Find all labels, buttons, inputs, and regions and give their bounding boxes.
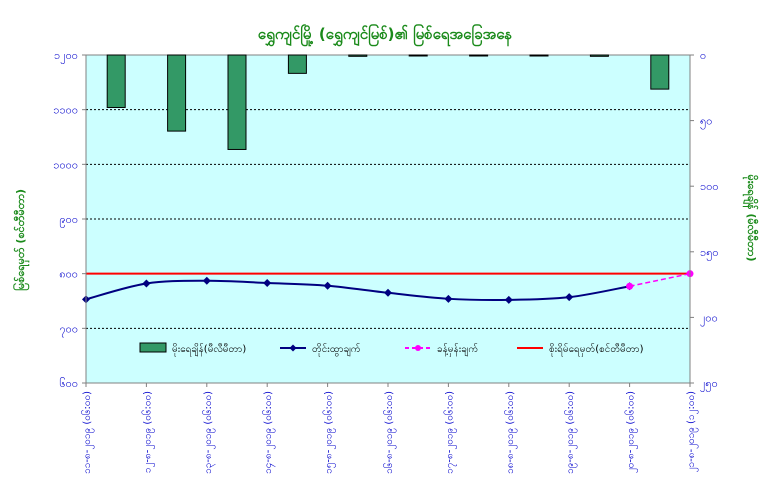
rain-bar-3 — [287, 54, 307, 74]
rain-bar-6 — [469, 54, 489, 57]
x-tick-label-6: ၁၇-၈-၂၀၁၉ (၀၆:၀၀) — [442, 391, 457, 474]
observed-point-2 — [202, 276, 211, 285]
right-tick-label-1: ၅၀ — [700, 115, 712, 130]
observed-point-8 — [565, 293, 574, 302]
observed-point-4 — [323, 281, 332, 290]
legend-label-rain: မိုးရေချိန်(မီလီမီတာ) — [172, 342, 246, 357]
observed-point-7 — [504, 295, 513, 304]
observed-line — [85, 279, 630, 302]
right-tick-label-4: ၂၀၀ — [700, 311, 718, 326]
rain-bar-1 — [167, 54, 187, 132]
rain-bar-5 — [408, 54, 428, 57]
left-tick-label-2: ၈၀၀ — [59, 268, 78, 281]
x-tick-label-10: ၂၁-၈-၂၀၁၉ (၁၂:၀၀) — [686, 391, 699, 472]
left-tick-label-1: ၇၀၀ — [59, 322, 78, 337]
x-tick-label-4: ၁၅-၈-၂၀၁၉ (၀၆:၀၀) — [322, 391, 337, 474]
x-tick-label-7: ၁၈-၈-၂၀၁၉ (၀၆:၀၀) — [503, 391, 518, 474]
forecast-line — [629, 272, 691, 287]
line-series — [82, 270, 694, 304]
rain-bar-9 — [650, 54, 670, 90]
right-tick-label-3: ၁၅၀ — [700, 246, 719, 261]
x-tick-label-8: ၁၉-၈-၂၀၁၉ (၀၆:၀၀) — [563, 391, 578, 474]
legend-swatch-rain — [139, 342, 167, 353]
x-tick-label-9: ၂၀-၈-၂၀၁၉ (၀၆:၀၀) — [624, 391, 639, 473]
y-axis-left-label: မြစ်ရေမှတ် (စင်တီမီတာ) — [12, 189, 30, 291]
legend-label-observed: တိုင်းထွာချက် — [312, 342, 361, 357]
left-tick-label-5: ၁၁၀၀ — [53, 104, 78, 117]
left-tick-label-0: ၆၀၀ — [59, 377, 78, 390]
forecast-point-9 — [626, 282, 634, 290]
legend-label-danger: စိုးရိမ်ရေမှတ်(စင်တီမီတာ) — [549, 342, 644, 357]
left-tick-label-3: ၉၀၀ — [59, 213, 78, 228]
right-tick-label-2: ၁၀၀ — [700, 180, 719, 193]
legend-marker-forecast — [415, 345, 421, 351]
observed-point-1 — [142, 279, 151, 288]
x-tick-label-3: ၁၄-၈-၂၀၁၉ (၀၆:၀၀) — [261, 391, 276, 474]
rain-bar-4 — [348, 54, 368, 57]
observed-point-6 — [444, 294, 453, 303]
right-tick-label-0: ၀ — [700, 49, 706, 62]
right-tick-label-5: ၂၅၀ — [700, 377, 718, 392]
x-tick-label-1: ၁၂-၈-၂၀၁၉ (၀၆:၀၀) — [140, 391, 155, 473]
legend-marker-observed — [289, 344, 297, 352]
left-axis: ၆၀၀ ၇၀၀ ၈၀၀ ၉၀၀ ၁၀၀၀ ၁၁၀၀ ၁၂၀၀ — [53, 49, 87, 390]
rain-bar-8 — [589, 54, 609, 57]
left-tick-label-6: ၁၂၀၀ — [54, 49, 78, 64]
y-axis-right-label: မိုးရေချိန် (မီလီမီတာ) — [742, 175, 759, 262]
observed-point-3 — [263, 278, 272, 287]
x-axis: ၁၁-၈-၂၀၁၉ (၀၆:၀၀) ၁၂-၈-၂၀၁၉ (၀၆:၀၀) ၁၃-၈-၂… — [80, 383, 699, 474]
bar-series — [106, 54, 670, 150]
left-tick-label-4: ၁၀၀၀ — [53, 158, 78, 171]
rain-bar-2 — [227, 54, 247, 150]
legend: မိုးရေချိန်(မီလီမီတာ) တိုင်းထွာချက် ခန့်မှ… — [139, 342, 644, 357]
observed-point-5 — [384, 288, 392, 297]
rain-bar-7 — [529, 54, 549, 57]
x-tick-label-2: ၁၃-၈-၂၀၁၉ (၀၆:၀၀) — [201, 391, 216, 474]
x-tick-label-0: ၁၁-၈-၂၀၁၉ (၀၆:၀၀) — [80, 391, 95, 474]
x-tick-label-5: ၁၆-၈-၂၀၁၉ (၀၆:၀၀) — [382, 391, 397, 474]
rain-bar-0 — [106, 54, 126, 108]
legend-label-forecast: ခန့်မှန်းချက် — [437, 342, 478, 357]
